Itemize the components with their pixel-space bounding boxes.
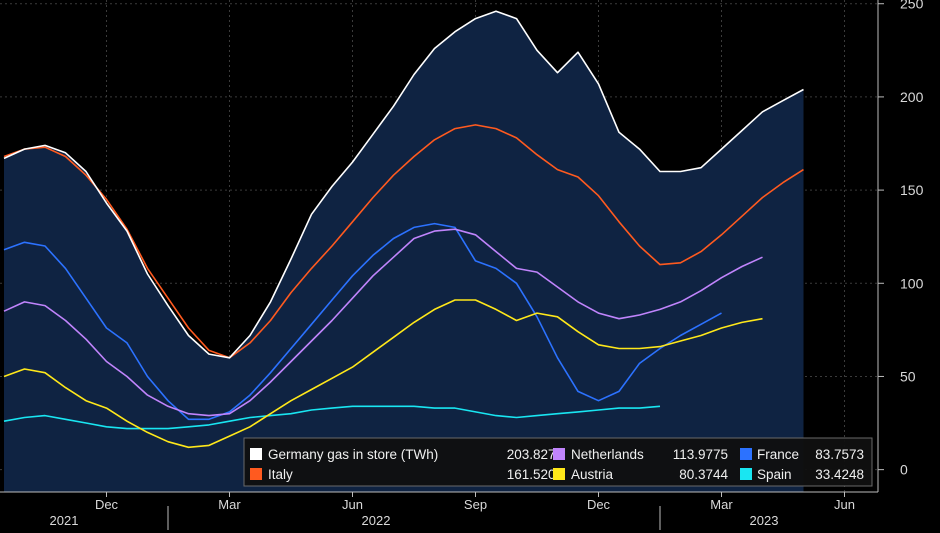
- x-axis: Dec Mar Jun Sep Dec Mar Jun 2021 2022 2023: [0, 491, 878, 530]
- x-tick-label: Dec: [95, 497, 119, 512]
- legend-label: France: [757, 447, 799, 462]
- y-tick-label: 150: [900, 182, 924, 198]
- legend-value: 113.9775: [673, 447, 728, 462]
- x-tick-label: Jun: [834, 497, 855, 512]
- y-tick-label: 250: [900, 0, 924, 12]
- y-tick-label: 200: [900, 89, 924, 105]
- legend-label: Italy: [268, 467, 293, 482]
- legend-swatch: [250, 448, 262, 460]
- legend-value: 33.4248: [815, 467, 864, 482]
- x-tick-label: Dec: [587, 497, 611, 512]
- legend-swatch: [553, 448, 565, 460]
- legend-swatch: [740, 468, 752, 480]
- x-year-label: 2023: [750, 513, 779, 528]
- legend-swatch: [553, 468, 565, 480]
- series-line-italy: [3, 124, 804, 359]
- x-year-label: 2021: [50, 513, 79, 528]
- x-tick-label: Jun: [342, 497, 363, 512]
- legend-swatch: [250, 468, 262, 480]
- series-line-spain: [3, 405, 661, 430]
- y-axis: 0 50 100 150 200 250: [877, 0, 924, 492]
- series-line-france: [3, 222, 722, 421]
- y-tick-label: 50: [900, 368, 916, 384]
- x-tick-label: Mar: [218, 497, 241, 512]
- legend-value: 161.5203: [507, 467, 563, 482]
- legend: Germany gas in store (TWh) 203.8273 Italy 1…: [243, 437, 873, 487]
- series-layer: [3, 10, 804, 449]
- legend-swatch: [740, 448, 752, 460]
- legend-label: Austria: [571, 467, 614, 482]
- series-line-germany-gas-in-store-twh: [3, 10, 804, 359]
- x-tick-label: Mar: [710, 497, 733, 512]
- germany-area-fill: [4, 11, 804, 492]
- area-layer: [4, 11, 804, 492]
- legend-value: 203.8273: [507, 447, 563, 462]
- series-line-netherlands: [3, 228, 763, 417]
- y-tick-label: 0: [900, 462, 908, 478]
- x-tick-label: Sep: [464, 497, 487, 512]
- legend-label: Spain: [757, 467, 792, 482]
- series-line-austria: [3, 299, 763, 449]
- legend-label: Netherlands: [571, 447, 644, 462]
- y-tick-label: 100: [900, 275, 924, 291]
- legend-value: 83.7573: [815, 447, 864, 462]
- legend-label: Germany gas in store (TWh): [268, 447, 438, 462]
- x-year-label: 2022: [362, 513, 391, 528]
- legend-value: 80.3744: [679, 467, 728, 482]
